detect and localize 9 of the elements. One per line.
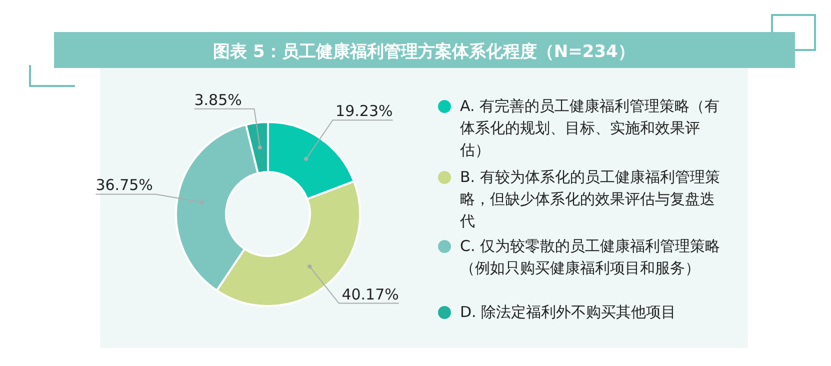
- legend-label: C. 仅为较零散的员工健康福利管理策略（例如只购买健康福利项目和服务）: [460, 237, 720, 277]
- legend-label: D. 除法定福利外不购买其他项目: [460, 303, 676, 321]
- data-label: 19.23%: [336, 102, 393, 120]
- legend-label: B. 有较为体系化的员工健康福利管理策略，但缺少体系化的效果评估与复盘迭代: [460, 168, 720, 230]
- data-label: 36.75%: [96, 176, 153, 194]
- data-label: 3.85%: [194, 90, 242, 109]
- legend-label: A. 有完善的员工健康福利管理策略（有体系化的规划、目标、实施和效果评估）: [460, 97, 720, 159]
- data-label: 40.17%: [342, 285, 399, 304]
- chart-title: 图表 5：员工健康福利管理方案体系化程度（N=234）: [213, 41, 635, 62]
